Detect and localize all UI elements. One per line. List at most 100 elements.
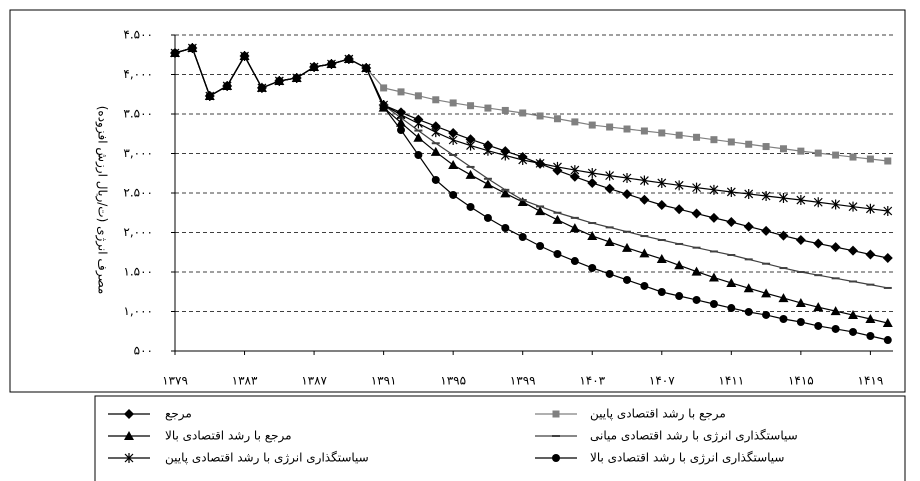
marker-triangle bbox=[761, 288, 772, 298]
marker-circle bbox=[866, 331, 875, 340]
marker-asterisk bbox=[657, 177, 667, 188]
marker-asterisk bbox=[639, 175, 649, 186]
marker-square bbox=[640, 127, 648, 135]
marker-diamond bbox=[865, 249, 876, 260]
marker-asterisk bbox=[726, 186, 736, 197]
marker-diamond bbox=[743, 221, 754, 232]
marker-circle bbox=[831, 324, 840, 333]
marker-triangle bbox=[865, 314, 876, 324]
marker-asterisk bbox=[587, 168, 597, 179]
marker-triangle bbox=[535, 206, 546, 216]
marker-triangle bbox=[552, 214, 563, 224]
marker-asterisk bbox=[396, 109, 406, 120]
marker-triangle bbox=[674, 260, 685, 270]
marker-asterisk bbox=[622, 172, 632, 183]
marker-circle bbox=[431, 175, 440, 184]
marker-circle bbox=[779, 315, 788, 324]
marker-triangle bbox=[691, 266, 702, 276]
x-tick-label: ۱۴۰۷ bbox=[649, 374, 675, 388]
marker-diamond bbox=[726, 216, 737, 227]
marker-circle bbox=[675, 292, 684, 301]
marker-diamond bbox=[848, 245, 859, 256]
marker-triangle bbox=[830, 306, 841, 316]
marker-triangle bbox=[569, 223, 580, 233]
marker-triangle bbox=[708, 272, 719, 282]
marker-circle bbox=[188, 44, 197, 53]
marker-asterisk bbox=[466, 140, 475, 151]
marker-circle bbox=[397, 126, 406, 135]
marker-diamond bbox=[691, 208, 702, 219]
marker-asterisk bbox=[483, 145, 493, 156]
x-tick-label: ۱۳۷۹ bbox=[162, 374, 188, 388]
marker-circle bbox=[327, 59, 336, 68]
marker-square bbox=[484, 104, 492, 112]
legend-label: مرجع با رشد اقتصادی پایین bbox=[590, 407, 726, 422]
marker-circle bbox=[553, 249, 562, 258]
marker-diamond bbox=[778, 230, 789, 241]
marker-diamond bbox=[830, 242, 841, 253]
legend-label: مرجع با رشد اقتصادی بالا bbox=[165, 429, 292, 444]
marker-circle bbox=[570, 257, 579, 266]
marker-circle bbox=[449, 190, 458, 199]
marker-circle bbox=[171, 49, 179, 58]
marker-square bbox=[866, 155, 874, 163]
marker-triangle bbox=[500, 188, 511, 198]
marker-triangle bbox=[813, 302, 824, 312]
marker-square bbox=[588, 121, 596, 129]
marker-circle bbox=[623, 275, 632, 284]
marker-triangle bbox=[430, 146, 441, 156]
marker-diamond bbox=[448, 127, 459, 138]
marker-circle bbox=[744, 307, 753, 316]
marker-triangle bbox=[396, 117, 407, 127]
legend-label: سیاستگذاری انرژی با رشد اقتصادی میانی bbox=[590, 429, 798, 444]
marker-circle bbox=[275, 76, 284, 85]
marker-circle bbox=[552, 454, 560, 462]
marker-diamond bbox=[813, 238, 824, 249]
marker-circle bbox=[292, 73, 301, 82]
marker-square bbox=[693, 133, 701, 141]
marker-circle bbox=[310, 62, 319, 71]
marker-triangle bbox=[795, 297, 806, 307]
marker-square bbox=[727, 138, 735, 146]
series-line bbox=[174, 47, 888, 324]
marker-triangle bbox=[465, 169, 476, 179]
y-tick-label: ۲,۰۰۰ bbox=[123, 225, 153, 239]
marker-diamond bbox=[430, 121, 441, 132]
x-tick-label: ۱۴۰۳ bbox=[579, 374, 605, 388]
marker-asterisk bbox=[796, 195, 806, 206]
marker-square bbox=[553, 115, 561, 123]
marker-circle bbox=[709, 299, 718, 308]
marker-circle bbox=[466, 202, 475, 211]
marker-circle bbox=[240, 52, 249, 61]
marker-asterisk bbox=[431, 127, 441, 138]
marker-diamond bbox=[761, 225, 772, 236]
chart-frame bbox=[9, 9, 906, 393]
marker-asterisk bbox=[124, 453, 134, 463]
marker-asterisk bbox=[448, 134, 458, 145]
marker-diamond bbox=[795, 235, 806, 246]
marker-circle bbox=[849, 327, 858, 336]
legend-label: مرجع bbox=[165, 407, 192, 422]
legend-label: سیاستگذاری انرژی با رشد اقتصادی پایین bbox=[165, 451, 369, 466]
marker-diamond bbox=[587, 177, 598, 188]
marker-square bbox=[501, 106, 509, 114]
series-line bbox=[174, 47, 888, 341]
marker-asterisk bbox=[709, 184, 719, 195]
marker-square bbox=[745, 140, 753, 148]
marker-triangle bbox=[124, 431, 134, 440]
y-tick-label: ۱,۰۰۰ bbox=[123, 304, 153, 318]
marker-square bbox=[414, 92, 422, 100]
marker-triangle bbox=[587, 230, 598, 240]
marker-triangle bbox=[604, 236, 615, 246]
marker-square bbox=[606, 123, 614, 131]
y-tick-label: ۵۰۰ bbox=[134, 344, 153, 358]
marker-triangle bbox=[448, 160, 459, 170]
marker-circle bbox=[223, 81, 232, 90]
marker-square bbox=[797, 147, 805, 155]
legend-label: سیاستگذاری انرژی با رشد اقتصادی بالا bbox=[590, 451, 784, 466]
y-tick-label: ۲.۵۰۰ bbox=[123, 186, 153, 200]
marker-circle bbox=[814, 321, 823, 330]
marker-circle bbox=[344, 55, 353, 64]
y-tick-label: ۴,۰۰۰ bbox=[123, 67, 153, 81]
marker-circle bbox=[762, 310, 771, 319]
